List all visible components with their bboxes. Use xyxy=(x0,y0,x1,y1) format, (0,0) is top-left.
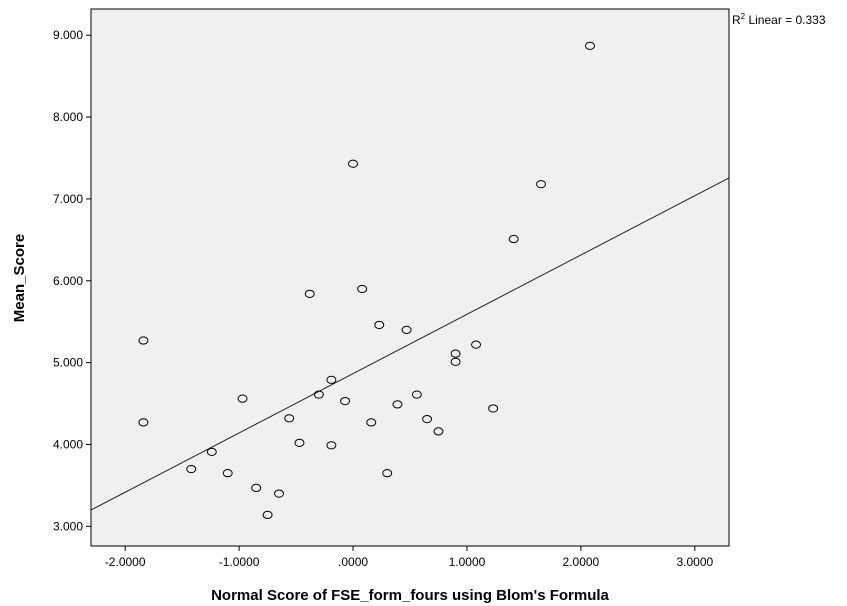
r2-prefix: R xyxy=(732,13,741,27)
y-axis-title: Mean_Score xyxy=(11,234,28,322)
y-tick-label: 8.000 xyxy=(53,110,83,124)
data-point xyxy=(585,41,596,50)
data-point xyxy=(326,375,337,384)
data-point xyxy=(471,340,482,349)
x-tick-label: -2.0000 xyxy=(105,555,146,569)
data-point xyxy=(382,469,393,478)
data-point xyxy=(251,483,262,492)
y-tick-label: 5.000 xyxy=(53,356,83,370)
y-tick-label: 7.000 xyxy=(53,192,83,206)
y-tick-label: 4.000 xyxy=(53,437,83,451)
data-point xyxy=(488,404,499,413)
x-tick-label: 3.0000 xyxy=(676,555,713,569)
data-point xyxy=(422,415,433,424)
axes: 3.000 4.000 5.000 6.000 7.000 8.000 9.000 -2.00… xyxy=(53,28,714,569)
data-point xyxy=(411,390,422,399)
data-point xyxy=(357,284,368,294)
x-axis-title: Normal Score of FSE_form_fours using Blo… xyxy=(211,587,609,604)
r-squared-annotation: R2 Linear = 0.333 xyxy=(732,12,826,27)
data-point xyxy=(340,397,351,406)
x-tick-label: 2.0000 xyxy=(563,555,600,569)
y-tick-label: 6.000 xyxy=(53,274,83,288)
data-point xyxy=(138,418,149,427)
data-point xyxy=(284,414,295,423)
x-tick-label: .0000 xyxy=(338,555,368,569)
data-point xyxy=(450,357,461,366)
data-point xyxy=(237,394,248,403)
x-tick-label: -1.0000 xyxy=(219,555,260,569)
data-point xyxy=(401,325,412,334)
data-point xyxy=(222,469,233,478)
data-point xyxy=(186,464,197,474)
r2-superscript: 2 xyxy=(741,12,746,21)
data-point xyxy=(326,441,337,450)
plot-area xyxy=(90,8,730,547)
data-point xyxy=(138,336,149,345)
data-point xyxy=(508,234,519,244)
data-point xyxy=(206,447,217,456)
y-tick-label: 9.000 xyxy=(53,28,83,42)
data-point xyxy=(294,438,305,447)
data-points xyxy=(138,41,596,519)
data-point xyxy=(392,400,403,409)
data-point xyxy=(313,390,324,399)
data-point xyxy=(366,418,377,427)
regression-line xyxy=(90,177,730,511)
fit-line-group xyxy=(90,177,730,511)
r2-value: Linear = 0.333 xyxy=(745,13,826,27)
data-point xyxy=(348,159,359,168)
x-tick-label: 1.0000 xyxy=(449,555,486,569)
data-point xyxy=(262,510,273,519)
data-point xyxy=(536,180,547,189)
data-point xyxy=(450,349,461,358)
y-tick-label: 3.000 xyxy=(53,519,83,533)
data-point xyxy=(273,489,284,498)
data-point xyxy=(304,289,315,298)
data-point xyxy=(374,320,385,330)
data-point xyxy=(433,427,444,436)
